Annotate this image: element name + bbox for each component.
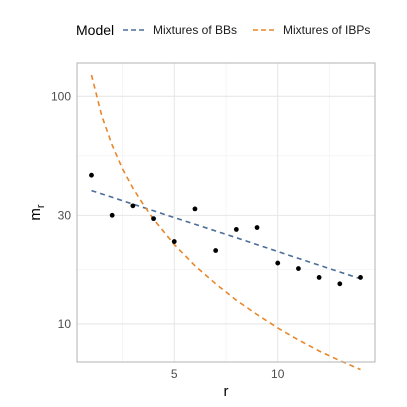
legend-entries: Mixtures of BBs Mixtures of IBPs bbox=[123, 23, 370, 37]
y-tick-label: 10 bbox=[58, 317, 72, 331]
data-point bbox=[192, 206, 198, 212]
y-axis-title-subscript: r bbox=[35, 204, 47, 208]
data-point bbox=[316, 275, 322, 280]
data-point bbox=[296, 266, 301, 271]
data-point bbox=[275, 260, 281, 266]
series-line-bbs bbox=[91, 189, 361, 280]
data-point bbox=[151, 216, 156, 222]
x-tick-label: 10 bbox=[271, 367, 285, 381]
data-point bbox=[337, 281, 343, 287]
x-axis-title: r bbox=[224, 383, 229, 400]
legend: Model Mixtures of BBs Mixtures of IBPs bbox=[76, 22, 370, 38]
plot-border bbox=[76, 62, 376, 363]
data-point bbox=[254, 225, 260, 230]
y-axis-title: mr bbox=[27, 204, 47, 221]
x-axis-ticks: 5 10 bbox=[171, 367, 285, 381]
y-axis-title-main: m bbox=[27, 208, 44, 221]
data-points bbox=[89, 172, 363, 287]
plot-area bbox=[76, 62, 376, 371]
x-tick-label: 5 bbox=[171, 367, 178, 381]
data-point bbox=[171, 239, 177, 244]
series-lines bbox=[90, 74, 361, 371]
data-point bbox=[213, 248, 219, 253]
data-point bbox=[109, 212, 115, 218]
legend-title: Model bbox=[76, 22, 114, 38]
data-point bbox=[358, 275, 363, 280]
legend-label-ibps: Mixtures of IBPs bbox=[283, 23, 370, 37]
data-point bbox=[89, 172, 94, 178]
grid-lines bbox=[77, 63, 375, 362]
y-tick-label: 30 bbox=[58, 208, 72, 222]
y-tick-label: 100 bbox=[51, 89, 71, 103]
data-point bbox=[233, 227, 239, 232]
data-point bbox=[130, 203, 136, 209]
series-line-ibps bbox=[90, 74, 361, 371]
y-axis-ticks: 10 30 100 bbox=[51, 89, 71, 331]
legend-label-bbs: Mixtures of BBs bbox=[153, 23, 237, 37]
